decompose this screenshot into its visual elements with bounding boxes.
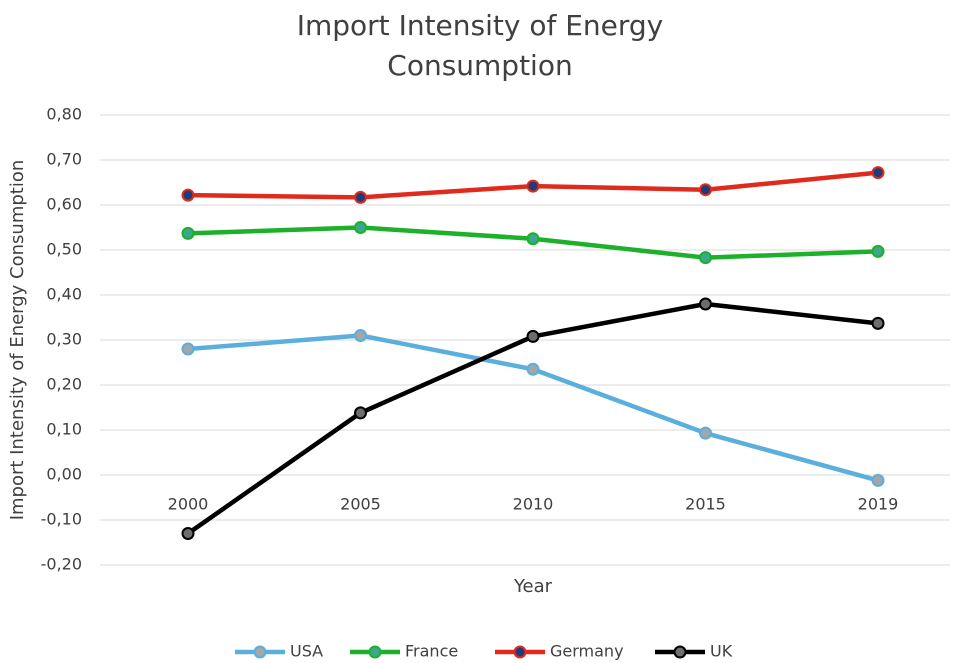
- data-point: [699, 426, 712, 440]
- data-point: [526, 179, 540, 193]
- y-axis-label: Import Intensity of Energy Consumption: [7, 160, 28, 521]
- y-tick-label: 0,80: [46, 105, 82, 124]
- data-point: [871, 316, 885, 330]
- y-tick-label: 0,50: [46, 240, 82, 259]
- data-point: [354, 221, 367, 234]
- y-tick-label: 0,20: [46, 375, 82, 394]
- legend-label: USA: [290, 642, 323, 661]
- data-point: [354, 329, 367, 342]
- data-point: [871, 473, 885, 487]
- y-tick-label: 0,30: [46, 330, 82, 349]
- data-point: [526, 362, 540, 376]
- data-point: [699, 183, 712, 197]
- data-point: [871, 166, 885, 180]
- x-tick-label: 2015: [685, 495, 726, 514]
- data-point: [181, 188, 195, 202]
- y-tick-label: 0,00: [46, 465, 82, 484]
- data-point: [181, 342, 195, 356]
- data-point: [699, 251, 712, 265]
- chart-title: Import Intensity of Energy Consumption: [296, 9, 664, 82]
- y-tick-label: 0,10: [46, 420, 82, 439]
- legend-marker: [368, 645, 382, 659]
- data-point: [699, 297, 712, 311]
- legend-marker: [253, 645, 267, 659]
- x-tick-label: 2005: [340, 495, 381, 514]
- legend-label: Germany: [550, 642, 624, 661]
- legend-label: UK: [710, 642, 733, 661]
- legend-marker: [673, 645, 687, 659]
- data-point: [526, 329, 540, 343]
- data-point: [354, 190, 367, 204]
- data-point: [526, 232, 540, 246]
- y-tick-label: -0,10: [41, 510, 82, 529]
- y-tick-label: -0,20: [41, 555, 82, 574]
- x-tick-label: 2000: [168, 495, 209, 514]
- legend-label: France: [405, 642, 458, 661]
- data-point: [871, 244, 885, 258]
- data-point: [354, 406, 367, 420]
- y-tick-label: 0,40: [46, 285, 82, 304]
- data-point: [181, 226, 195, 240]
- legend-marker: [513, 645, 527, 659]
- y-tick-label: 0,70: [46, 150, 82, 169]
- y-tick-label: 0,60: [46, 195, 82, 214]
- data-point: [181, 527, 195, 540]
- x-axis-label: Year: [513, 576, 553, 597]
- x-tick-label: 2010: [513, 495, 554, 514]
- x-tick-label: 2019: [858, 495, 899, 514]
